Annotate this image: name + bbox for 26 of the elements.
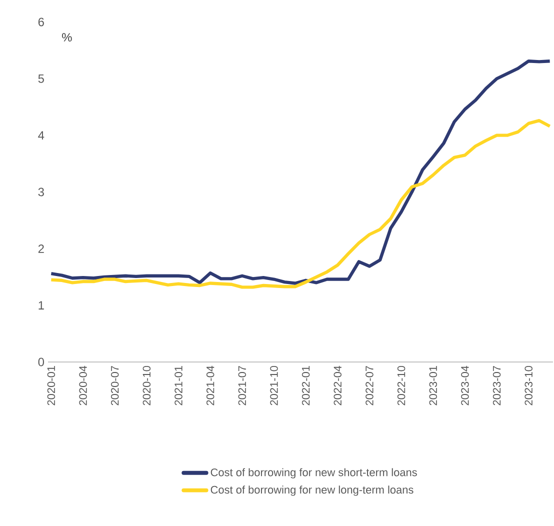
y-tick-label: 6	[38, 18, 44, 26]
x-tick-label: 2020-07	[110, 366, 119, 406]
y-tick-label: 3	[38, 188, 44, 196]
x-tick-label: 2022-07	[366, 366, 374, 406]
legend-label: Cost of borrowing for new short-term loans	[210, 468, 417, 478]
y-tick-label: 0	[38, 358, 44, 366]
y-tick-label: 4	[38, 131, 44, 140]
x-tick-label: 2022-04	[334, 366, 342, 406]
x-tick-label: 2023-01	[429, 366, 437, 406]
x-tick-label: 2022-10	[397, 366, 406, 406]
x-tick-label: 2023-07	[492, 366, 501, 406]
x-tick-label: 2023-04	[461, 366, 469, 406]
legend-label: Cost of borrowing for new long-term loans	[210, 486, 414, 496]
y-tick-label: 2	[38, 244, 44, 253]
y-tick-label: 5	[38, 74, 44, 83]
x-tick-label: 2023-10	[524, 366, 532, 406]
x-tick-label: 2022-01	[302, 366, 310, 406]
x-tick-label: 2021-01	[174, 366, 182, 406]
y-tick-label: 1	[38, 301, 44, 310]
x-tick-label: 2020-04	[79, 366, 87, 406]
x-tick-label: 2021-04	[206, 366, 214, 406]
x-tick-label: 2020-10	[142, 366, 151, 406]
y-axis-title: %	[62, 33, 72, 42]
x-tick-label: 2020-01	[47, 366, 56, 406]
x-tick-label: 2021-10	[270, 366, 278, 406]
x-tick-label: 2021-07	[238, 366, 246, 406]
